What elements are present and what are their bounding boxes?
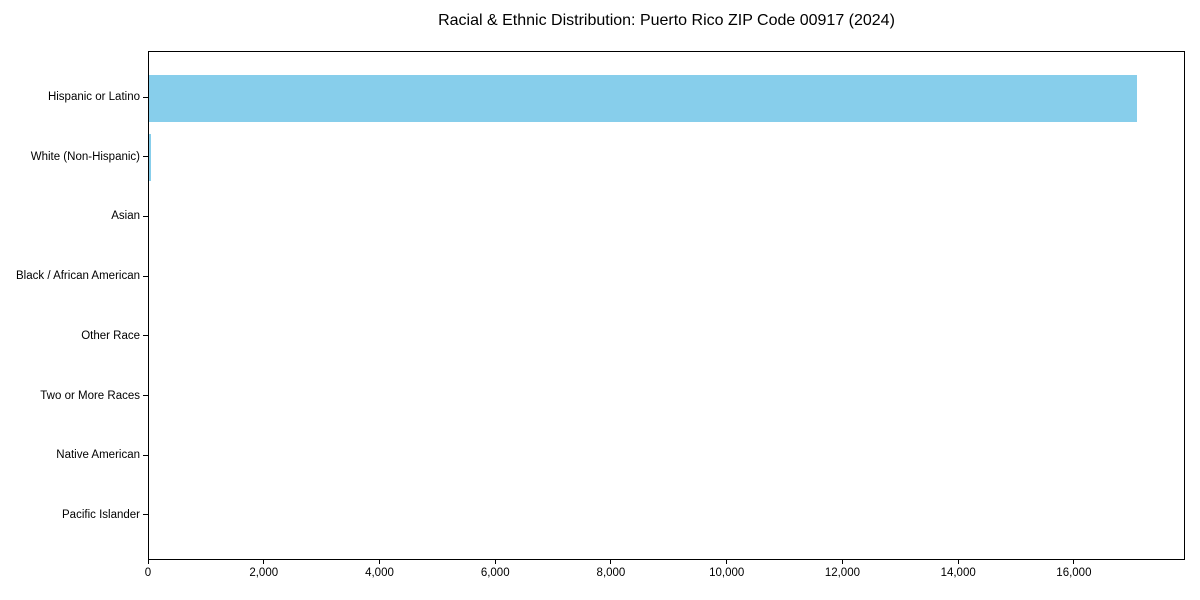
x-tick-mark <box>263 560 265 564</box>
y-tick-mark <box>143 215 148 217</box>
x-tick-mark <box>494 560 496 564</box>
x-tick-label-0: 0 <box>144 567 152 579</box>
chart-title: Racial & Ethnic Distribution: Puerto Ric… <box>438 12 895 29</box>
x-tick-mark <box>378 560 380 564</box>
x-tick-mark <box>957 560 959 564</box>
bar-white-non-hispanic <box>149 134 152 182</box>
y-tick-label-native-american: Native American <box>56 449 140 462</box>
x-tick-label-8000: 8,000 <box>596 567 626 579</box>
x-tick-label-12000: 12,000 <box>824 567 860 579</box>
y-tick-label-two-or-more-races: Two or More Races <box>40 389 140 402</box>
y-tick-label-asian: Asian <box>111 210 140 223</box>
plot-area <box>148 51 1185 560</box>
x-tick-label-2000: 2,000 <box>249 567 279 579</box>
x-tick-mark <box>1073 560 1075 564</box>
x-tick-mark <box>841 560 843 564</box>
x-tick-mark <box>147 560 149 564</box>
y-tick-mark <box>143 275 148 277</box>
y-tick-mark <box>143 96 148 98</box>
x-tick-label-6000: 6,000 <box>480 567 510 579</box>
y-tick-label-white-non-hispanic: White (Non-Hispanic) <box>30 150 140 163</box>
x-tick-mark <box>610 560 612 564</box>
y-tick-mark <box>143 454 148 456</box>
y-tick-label-hispanic-or-latino: Hispanic or Latino <box>47 91 140 103</box>
y-tick-label-pacific-islander: Pacific Islander <box>62 508 140 521</box>
bar-hispanic-or-latino <box>149 74 1137 122</box>
x-tick-mark <box>726 560 728 564</box>
y-tick-label-other-race: Other Race <box>81 329 140 342</box>
y-tick-mark <box>143 514 148 516</box>
y-tick-mark <box>143 395 148 396</box>
x-tick-label-14000: 14,000 <box>940 567 976 579</box>
y-tick-mark <box>143 156 148 158</box>
y-tick-mark <box>143 335 148 337</box>
x-tick-label-16000: 16,000 <box>1056 567 1092 579</box>
x-tick-label-4000: 4,000 <box>365 567 394 579</box>
y-tick-label-black-african-american: Black / African American <box>16 270 140 283</box>
x-tick-label-10000: 10,000 <box>709 567 745 579</box>
